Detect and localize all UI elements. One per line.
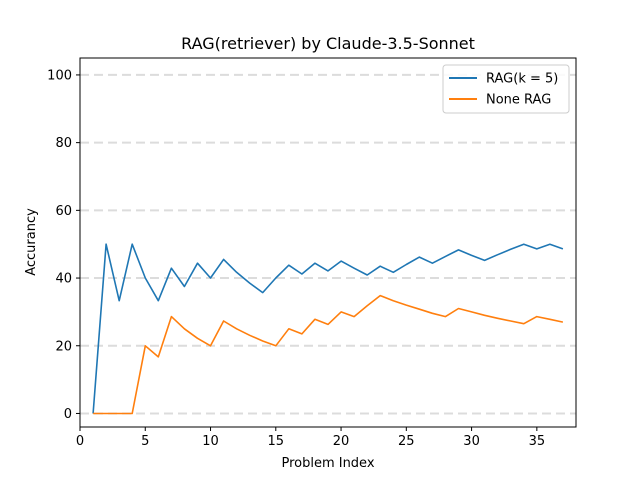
x-tick-label: 10 <box>202 434 219 449</box>
x-tick-label: 15 <box>268 434 285 449</box>
y-tick-label: 80 <box>55 136 72 151</box>
x-tick-label: 25 <box>398 434 415 449</box>
x-tick-label: 5 <box>141 434 149 449</box>
y-tick-label: 40 <box>55 272 72 287</box>
legend-label: RAG(k = 5) <box>486 72 558 87</box>
plot-background <box>80 58 576 427</box>
plot-frame <box>79 57 577 428</box>
series-line-0 <box>92 243 564 414</box>
x-tick-label: 20 <box>333 434 350 449</box>
legend-label: None RAG <box>486 93 551 108</box>
x-axis-title: Problem Index <box>281 456 374 471</box>
legend: RAG(k = 5) None RAG <box>442 64 570 114</box>
y-tick-label: 60 <box>55 204 72 219</box>
y-axis-title: Accurancy <box>24 208 39 276</box>
x-tick-label: 35 <box>529 434 546 449</box>
y-tick-label: 0 <box>64 407 72 422</box>
x-tick-label: 30 <box>463 434 480 449</box>
chart-title: RAG(retriever) by Claude-3.5-Sonnet <box>181 34 475 53</box>
y-tick-label: 20 <box>55 339 72 354</box>
y-tick-label: 100 <box>47 68 72 83</box>
series-line-1 <box>93 294 564 415</box>
y-axis-ticks: 0 20 40 60 80 100 <box>47 68 80 422</box>
series-lines <box>92 243 564 415</box>
x-tick-label: 0 <box>76 434 84 449</box>
x-axis-ticks: 0 5 10 15 20 25 30 35 <box>76 427 545 449</box>
